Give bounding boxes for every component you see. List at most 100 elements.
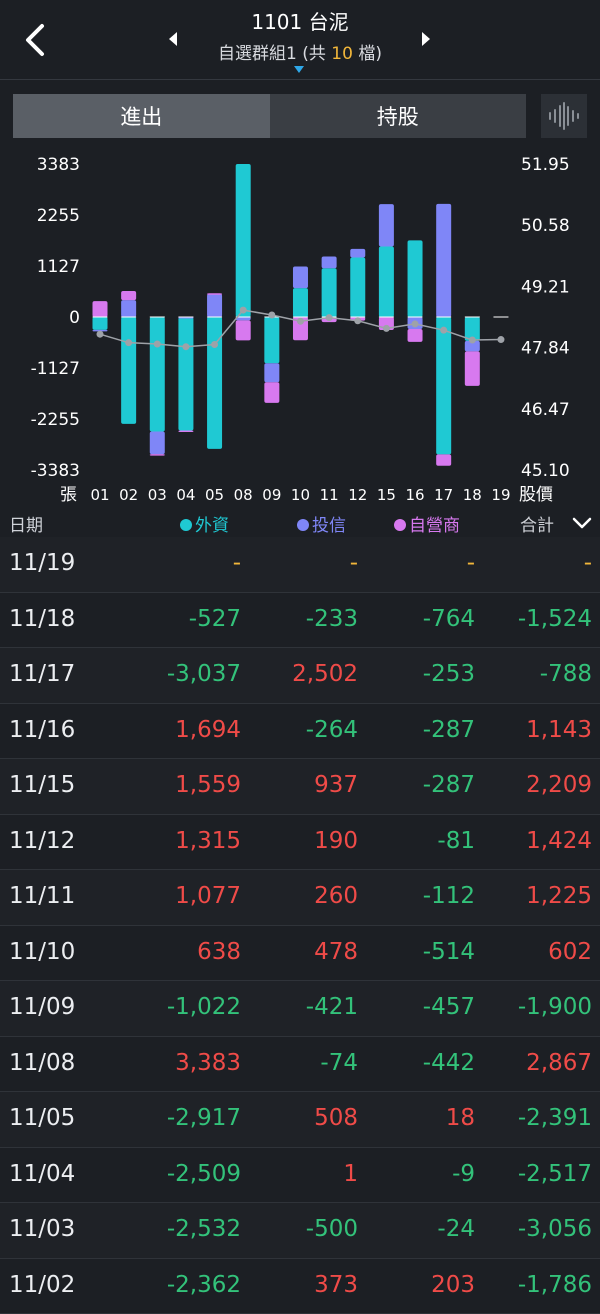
price-point <box>354 317 361 324</box>
foreign-cell: 638 <box>197 939 241 965</box>
date-cell: 11/02 <box>9 1272 75 1298</box>
trust-cell: 478 <box>314 939 358 965</box>
date-cell: 11/15 <box>9 772 75 798</box>
left-axis-tick: 2255 <box>37 206 80 226</box>
foreign-cell: 1,694 <box>175 717 241 743</box>
price-point <box>154 341 161 348</box>
tab-holdings[interactable]: 持股 <box>270 94 527 138</box>
table-header: 日期 外資 投信 自營商 合計 <box>0 508 600 538</box>
foreign-bar <box>436 317 451 454</box>
trust-cell: 1 <box>343 1161 358 1187</box>
foreign-cell: -2,532 <box>167 1216 241 1242</box>
trust-cell: 373 <box>314 1272 358 1298</box>
foreign-cell: 1,077 <box>175 883 241 909</box>
trust-bar <box>436 204 451 317</box>
dropdown-indicator-icon[interactable] <box>294 66 304 73</box>
trust-bar <box>207 294 222 317</box>
header-trust[interactable]: 投信 <box>297 511 346 536</box>
x-axis-tick: 08 <box>234 486 253 504</box>
trust-cell: -264 <box>306 717 358 743</box>
price-point <box>211 341 218 348</box>
foreign-bar <box>121 317 136 424</box>
left-axis-tick: 3383 <box>37 155 80 175</box>
waveform-icon[interactable] <box>541 94 587 138</box>
trust-cell: -500 <box>306 1216 358 1242</box>
tab-bar: 進出 持股 <box>13 94 526 138</box>
trust-cell: - <box>350 550 358 576</box>
trust-cell: 937 <box>314 772 358 798</box>
total-cell: -2,391 <box>518 1105 592 1131</box>
left-axis-tick: -1127 <box>31 359 80 379</box>
left-axis-tick: 1127 <box>37 257 80 277</box>
price-point <box>240 307 247 314</box>
dealer-cell: -112 <box>423 883 475 909</box>
trust-cell: -74 <box>320 1050 358 1076</box>
foreign-cell: 1,559 <box>175 772 241 798</box>
foreign-cell: 3,383 <box>175 1050 241 1076</box>
header-date[interactable]: 日期 <box>9 511 43 536</box>
trust-bar <box>379 204 394 246</box>
price-point <box>383 325 390 332</box>
foreign-cell: 1,315 <box>175 828 241 854</box>
foreign-bar <box>408 240 423 317</box>
dealer-cell: -287 <box>423 717 475 743</box>
foreign-cell: -2,917 <box>167 1105 241 1131</box>
dealer-dot-icon <box>394 519 406 531</box>
dealer-bar <box>436 454 451 465</box>
tab-flow[interactable]: 進出 <box>13 94 270 138</box>
date-cell: 11/16 <box>9 717 75 743</box>
foreign-bar <box>236 164 251 317</box>
dealer-cell: 18 <box>446 1105 475 1131</box>
total-cell: -1,524 <box>518 606 592 632</box>
dealer-cell: - <box>467 550 475 576</box>
watchlist-group-selector[interactable]: 自選群組1 (共 10 檔) <box>0 39 600 64</box>
dealer-cell: 203 <box>431 1272 475 1298</box>
x-axis-tick: 04 <box>176 486 195 504</box>
trust-cell: -421 <box>306 994 358 1020</box>
price-point <box>497 336 504 343</box>
trust-dot-icon <box>297 519 309 531</box>
x-axis-tick: 03 <box>148 486 167 504</box>
dealer-bar <box>178 430 193 432</box>
dealer-bar <box>207 293 222 295</box>
date-cell: 11/03 <box>9 1216 75 1242</box>
table-row[interactable]: 11/03-2,532-500-24-3,056 <box>0 1203 600 1259</box>
date-cell: 11/18 <box>9 606 75 632</box>
price-point <box>182 343 189 350</box>
total-cell: -788 <box>540 661 592 687</box>
price-point <box>412 320 419 327</box>
right-axis-tick: 47.84 <box>521 339 570 359</box>
dealer-cell: -9 <box>452 1161 475 1187</box>
x-axis-tick: 16 <box>405 486 424 504</box>
foreign-cell: -3,037 <box>167 661 241 687</box>
table-row[interactable]: 11/09-1,022-421-457-1,900 <box>0 981 600 1037</box>
dealer-bar <box>236 320 251 340</box>
table-row[interactable]: 11/18-527-233-764-1,524 <box>0 593 600 649</box>
dealer-cell: -81 <box>437 828 475 854</box>
total-cell: -1,900 <box>518 994 592 1020</box>
trust-cell: 2,502 <box>292 661 358 687</box>
header-dealer[interactable]: 自營商 <box>394 511 460 536</box>
right-axis-tick: 51.95 <box>521 155 570 175</box>
total-cell: -1,786 <box>518 1272 592 1298</box>
foreign-bar <box>150 317 165 432</box>
dealer-cell: -287 <box>423 772 475 798</box>
dealer-bar <box>93 301 108 317</box>
chevron-down-icon[interactable] <box>572 517 592 529</box>
header-foreign[interactable]: 外資 <box>180 511 229 536</box>
table-row[interactable]: 11/19---- <box>0 537 600 593</box>
header-total[interactable]: 合計 <box>520 511 554 536</box>
dealer-bar <box>150 454 165 456</box>
x-axis-tick: 11 <box>320 486 339 504</box>
